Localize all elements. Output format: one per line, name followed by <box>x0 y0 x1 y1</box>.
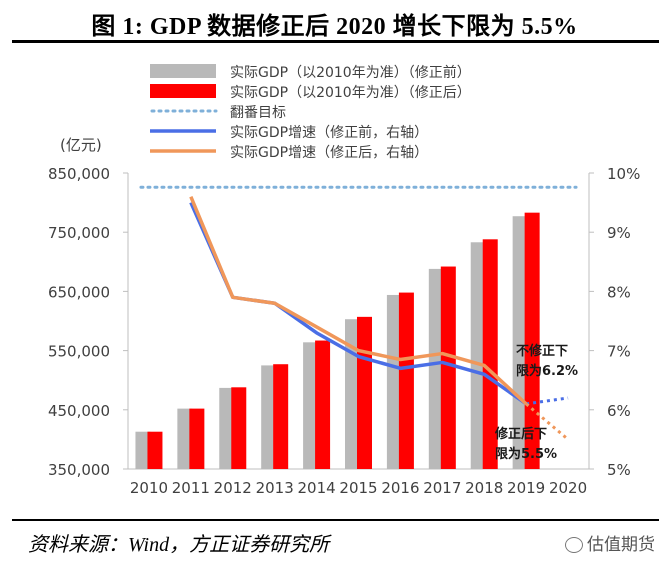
chart-bars <box>135 212 540 469</box>
y-left-tick-label: 550,000 <box>48 343 110 361</box>
annotation-text: 限为5.5% <box>495 446 557 462</box>
legend-swatch <box>150 84 216 98</box>
x-tick-label: 2018 <box>465 479 503 497</box>
bar-before-revision <box>135 431 151 469</box>
y-right-tick-label: 7% <box>607 343 631 361</box>
bar-after-revision <box>315 340 331 469</box>
y-left-tick-label: 350,000 <box>48 461 110 479</box>
bar-before-revision <box>428 268 444 469</box>
y-left-tick-label: 450,000 <box>48 402 110 420</box>
y-left-tick-label: 750,000 <box>48 224 110 242</box>
x-tick-label: 2015 <box>339 479 377 497</box>
bar-before-revision <box>261 365 277 469</box>
chart-lines <box>139 185 578 441</box>
y-right-tick-label: 5% <box>607 461 631 479</box>
x-tick-label: 2010 <box>130 479 168 497</box>
x-tick-label: 2012 <box>214 479 252 497</box>
y-right-tick-label: 6% <box>607 402 631 420</box>
bar-before-revision <box>512 216 528 469</box>
bar-before-revision <box>470 242 486 469</box>
chart-axes: 350,000 450,000 550,000 650,000 750,000 850,0… <box>48 136 640 497</box>
bar-after-revision <box>482 239 498 469</box>
wechat-icon <box>565 537 583 553</box>
growth-extension-after-revision <box>525 402 570 441</box>
x-tick-label: 2020 <box>549 479 587 497</box>
y-left-axis-label: (亿元) <box>60 136 102 154</box>
bar-before-revision <box>219 387 235 469</box>
bar-after-revision <box>357 316 372 469</box>
bar-before-revision <box>303 342 319 469</box>
x-tick-label: 2019 <box>507 479 545 497</box>
source-note: 资料来源：Wind，方正证券研究所 <box>28 534 330 556</box>
y-right-tick-label: 9% <box>607 224 631 242</box>
bar-after-revision <box>398 292 414 469</box>
bar-before-revision <box>386 294 402 469</box>
x-tick-label: 2013 <box>256 479 294 497</box>
legend-label: 实际GDP（以2010年为准）（修正前） <box>230 64 471 81</box>
bar-before-revision <box>177 408 193 469</box>
growth-extension-before-revision <box>525 396 569 406</box>
bar-after-revision <box>147 431 163 469</box>
chart-legend: 实际GDP（以2010年为准）（修正前） 实际GDP（以2010年为准）（修正后）… <box>150 64 471 161</box>
watermark-text: 估值期货 <box>587 535 655 555</box>
bar-after-revision <box>231 387 247 469</box>
figure-title: 图 1: GDP 数据修正后 2020 增长下限为 5.5% <box>91 14 578 40</box>
growth-line-after-revision <box>189 196 528 406</box>
x-tick-label: 2014 <box>297 479 335 497</box>
legend-label: 实际GDP增速（修正后，右轴） <box>230 145 428 161</box>
x-tick-label: 2017 <box>423 479 461 497</box>
annotation-text: 修正后下 <box>494 426 547 442</box>
legend-label: 实际GDP增速（修正前，右轴） <box>230 124 428 141</box>
x-tick-label: 2011 <box>172 479 210 497</box>
legend-label: 实际GDP（以2010年为准）（修正后） <box>230 85 471 101</box>
y-right-tick-label: 8% <box>607 283 631 301</box>
annotation-text: 不修正下 <box>516 343 568 359</box>
bar-after-revision <box>440 266 456 469</box>
source-rule <box>12 519 659 521</box>
y-left-tick-label: 850,000 <box>48 165 110 183</box>
y-right-tick-label: 10% <box>607 165 640 183</box>
title-rule <box>12 40 659 43</box>
x-tick-label: 2016 <box>381 479 419 497</box>
watermark: 估值期货 <box>565 530 655 555</box>
annotation-text: 限为6.2% <box>516 363 578 379</box>
legend-label: 翻番目标 <box>230 105 286 121</box>
legend-swatch <box>150 64 216 78</box>
bar-after-revision <box>189 408 205 469</box>
bar-after-revision <box>273 364 289 469</box>
y-left-tick-label: 650,000 <box>48 283 110 301</box>
